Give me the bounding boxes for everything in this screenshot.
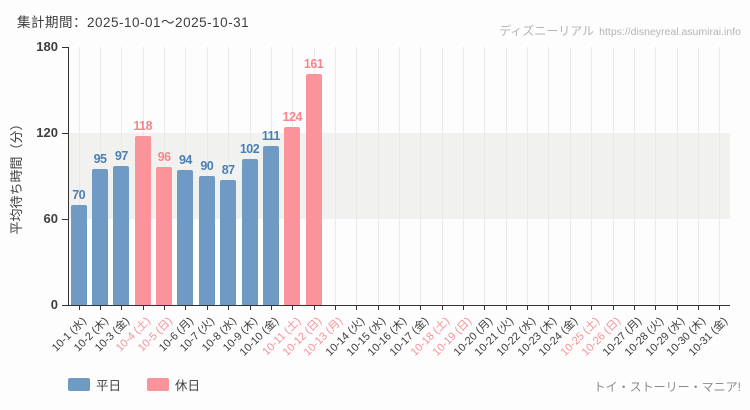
x-tick-mark bbox=[399, 305, 400, 310]
x-tick-mark bbox=[228, 305, 230, 310]
x-tick-mark bbox=[569, 305, 571, 310]
gridline bbox=[633, 47, 635, 305]
bar-chart-plot-area: 0 60 120 180 10-1 (水) 70 10-2 (木) 95 10-3 (金) 97 1… bbox=[36, 39, 730, 359]
y-tick-mark bbox=[62, 219, 68, 220]
x-tick-mark bbox=[78, 305, 80, 310]
x-tick-mark bbox=[420, 305, 422, 310]
legend-weekday-swatch bbox=[68, 378, 90, 391]
x-tick-mark bbox=[591, 305, 593, 310]
period-label: 集計期間：2025-10-01～2025-10-31 bbox=[17, 15, 250, 30]
y-tick-label: 120 bbox=[36, 125, 58, 140]
bar-value-label: 95 bbox=[93, 151, 107, 166]
bar-10-7 (火) bbox=[198, 176, 215, 305]
gridline bbox=[334, 47, 336, 305]
y-tick-mark bbox=[62, 133, 68, 134]
bar-10-2 (木) bbox=[92, 168, 109, 305]
gridline bbox=[420, 47, 422, 305]
x-tick-mark bbox=[463, 305, 465, 310]
x-tick-mark bbox=[548, 305, 550, 310]
watermark-url: https://disneyreal.asumirai.info bbox=[599, 26, 741, 38]
bar-10-5 (日) bbox=[156, 167, 173, 305]
y-axis-line bbox=[68, 47, 69, 306]
chart-legend: 平日 休日 bbox=[68, 375, 226, 394]
attraction-name: トイ・ストーリー・マニア! bbox=[593, 380, 741, 394]
bar-value-label: 96 bbox=[157, 150, 171, 165]
legend-weekday-label: 平日 bbox=[96, 379, 122, 393]
gridline bbox=[548, 47, 550, 305]
x-tick-mark bbox=[655, 305, 657, 310]
x-tick-mark bbox=[292, 305, 294, 310]
bar-value-label: 90 bbox=[200, 159, 214, 173]
gridline bbox=[228, 47, 230, 305]
y-tick-label: 60 bbox=[43, 211, 58, 226]
bar-value-label: 97 bbox=[114, 148, 128, 163]
watermark: ディズニーリアル https://disneyreal.asumirai.info bbox=[499, 22, 741, 40]
y-tick-mark bbox=[62, 305, 68, 306]
bar-10-8 (水) bbox=[220, 180, 237, 305]
bar-10-6 (月) bbox=[177, 170, 194, 305]
gridline bbox=[697, 47, 699, 305]
bar-10-4 (土) bbox=[134, 135, 151, 305]
x-tick-mark bbox=[100, 305, 102, 310]
bar-value-label: 102 bbox=[239, 141, 260, 156]
bar-10-3 (金) bbox=[113, 165, 130, 305]
gridline bbox=[676, 47, 678, 305]
x-tick-mark bbox=[484, 305, 486, 310]
gridline bbox=[377, 47, 379, 305]
y-tick-label: 0 bbox=[50, 297, 58, 312]
bar-10-11 (土) bbox=[284, 127, 301, 305]
x-tick-mark bbox=[633, 305, 635, 310]
gridline bbox=[527, 47, 529, 305]
x-tick-mark bbox=[334, 305, 336, 310]
gridline bbox=[719, 47, 721, 305]
x-tick-mark bbox=[206, 305, 208, 310]
x-tick-mark bbox=[185, 305, 187, 310]
x-tick-mark bbox=[697, 305, 699, 310]
bar-10-9 (木) bbox=[241, 158, 258, 305]
x-tick-mark bbox=[164, 305, 166, 310]
bar-value-label: 70 bbox=[72, 187, 86, 202]
x-tick-mark bbox=[249, 305, 251, 310]
bar-value-label: 87 bbox=[221, 163, 235, 178]
x-tick-mark bbox=[505, 305, 507, 310]
x-tick-mark bbox=[270, 305, 272, 310]
x-tick-mark bbox=[377, 305, 379, 310]
bar-value-label: 124 bbox=[282, 110, 303, 125]
gridline bbox=[591, 47, 593, 305]
bar-10-10 (金) bbox=[262, 145, 279, 305]
gridline bbox=[441, 47, 443, 305]
x-tick-mark bbox=[612, 305, 614, 310]
x-tick-mark bbox=[142, 305, 144, 310]
y-axis-label: 平均待ち時間（分） bbox=[9, 117, 24, 235]
x-tick-mark bbox=[676, 305, 678, 310]
bar-value-label: 111 bbox=[261, 128, 280, 143]
x-tick-mark bbox=[121, 305, 123, 310]
x-tick-mark bbox=[527, 305, 529, 310]
gridline bbox=[655, 47, 657, 305]
gridline bbox=[78, 47, 80, 305]
legend-holiday-swatch bbox=[147, 378, 170, 391]
x-tick-mark bbox=[313, 305, 315, 310]
x-axis-line bbox=[67, 305, 730, 306]
gridline bbox=[505, 47, 507, 305]
gridline bbox=[484, 47, 486, 305]
bar-10-1 (水) bbox=[70, 204, 87, 305]
bar-value-label: 118 bbox=[133, 118, 153, 133]
gridline bbox=[612, 47, 614, 305]
y-tick-mark bbox=[62, 47, 68, 48]
gridline bbox=[463, 47, 465, 305]
bar-value-label: 161 bbox=[303, 57, 324, 72]
watermark-site-name: ディズニーリアル bbox=[499, 24, 595, 38]
legend-holiday-label: 休日 bbox=[175, 379, 201, 393]
y-tick-label: 180 bbox=[36, 39, 58, 54]
gridline bbox=[356, 47, 358, 305]
x-tick-mark bbox=[356, 305, 358, 310]
gridline bbox=[399, 47, 400, 305]
gridline bbox=[569, 47, 571, 305]
x-tick-mark bbox=[719, 305, 721, 310]
bar-value-label: 94 bbox=[178, 153, 192, 168]
bar-10-12 (日) bbox=[305, 74, 322, 305]
x-tick-mark bbox=[441, 305, 443, 310]
